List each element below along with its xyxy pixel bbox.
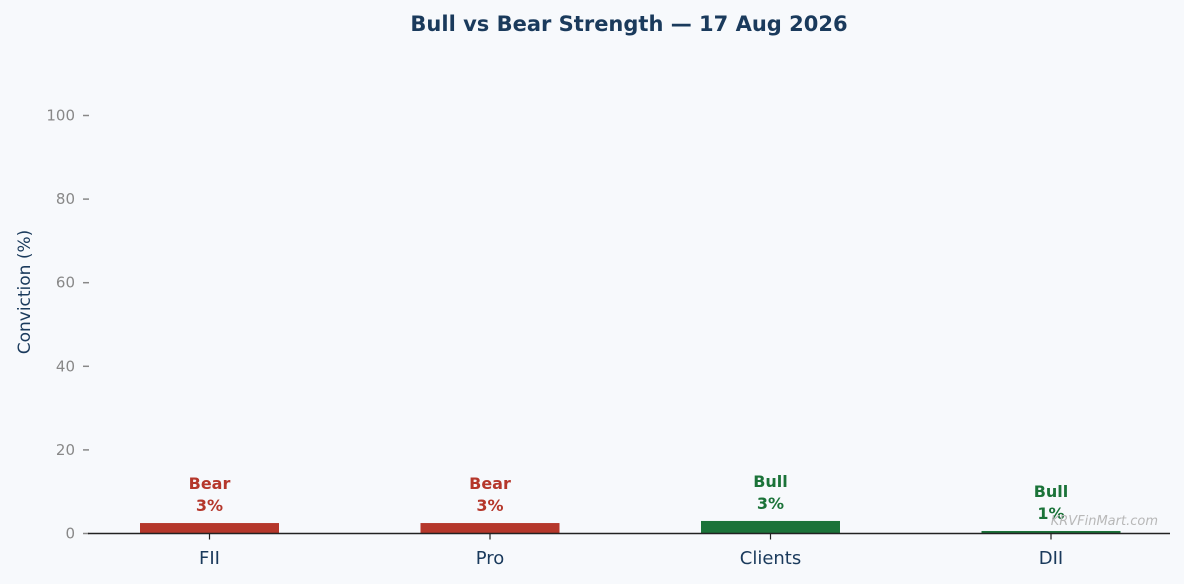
x-tick-label: FII bbox=[199, 548, 220, 569]
y-axis-label: Conviction (%) bbox=[15, 230, 35, 355]
chart-title: Bull vs Bear Strength — 17 Aug 2026 bbox=[410, 12, 847, 36]
bar-pro bbox=[420, 523, 560, 534]
bar-value-label: 3% bbox=[476, 496, 503, 515]
bar-sentiment-label: Bear bbox=[189, 474, 231, 493]
watermark: KRVFinMart.com bbox=[1051, 514, 1158, 529]
bar-value-label: 1% bbox=[1037, 504, 1064, 523]
bar-clients bbox=[701, 520, 840, 534]
y-axis-ticks: 0 20 40 60 80 100 bbox=[46, 107, 89, 543]
bar-sentiment-label: Bull bbox=[1034, 482, 1069, 501]
bar-value-label: 3% bbox=[196, 496, 223, 515]
y-tick-label: 100 bbox=[46, 107, 75, 125]
bar-value-label: 3% bbox=[757, 494, 784, 513]
y-tick-label: 60 bbox=[56, 274, 75, 292]
bars: Bear 3% Bear 3% Bull 3% Bull 1% bbox=[140, 472, 1121, 534]
bar-dii bbox=[981, 530, 1121, 534]
bar-fii bbox=[140, 523, 279, 534]
bar-sentiment-label: Bear bbox=[469, 474, 511, 493]
y-tick-label: 80 bbox=[56, 190, 75, 208]
y-tick-label: 20 bbox=[56, 441, 75, 459]
y-tick-label: 40 bbox=[56, 357, 75, 375]
x-tick-label: Pro bbox=[476, 548, 505, 569]
x-tick-label: Clients bbox=[740, 548, 802, 569]
y-tick-label: 0 bbox=[65, 525, 75, 543]
x-axis-ticks: FII Pro Clients DII bbox=[199, 533, 1063, 569]
bar-sentiment-label: Bull bbox=[753, 472, 788, 491]
x-tick-label: DII bbox=[1039, 548, 1063, 569]
